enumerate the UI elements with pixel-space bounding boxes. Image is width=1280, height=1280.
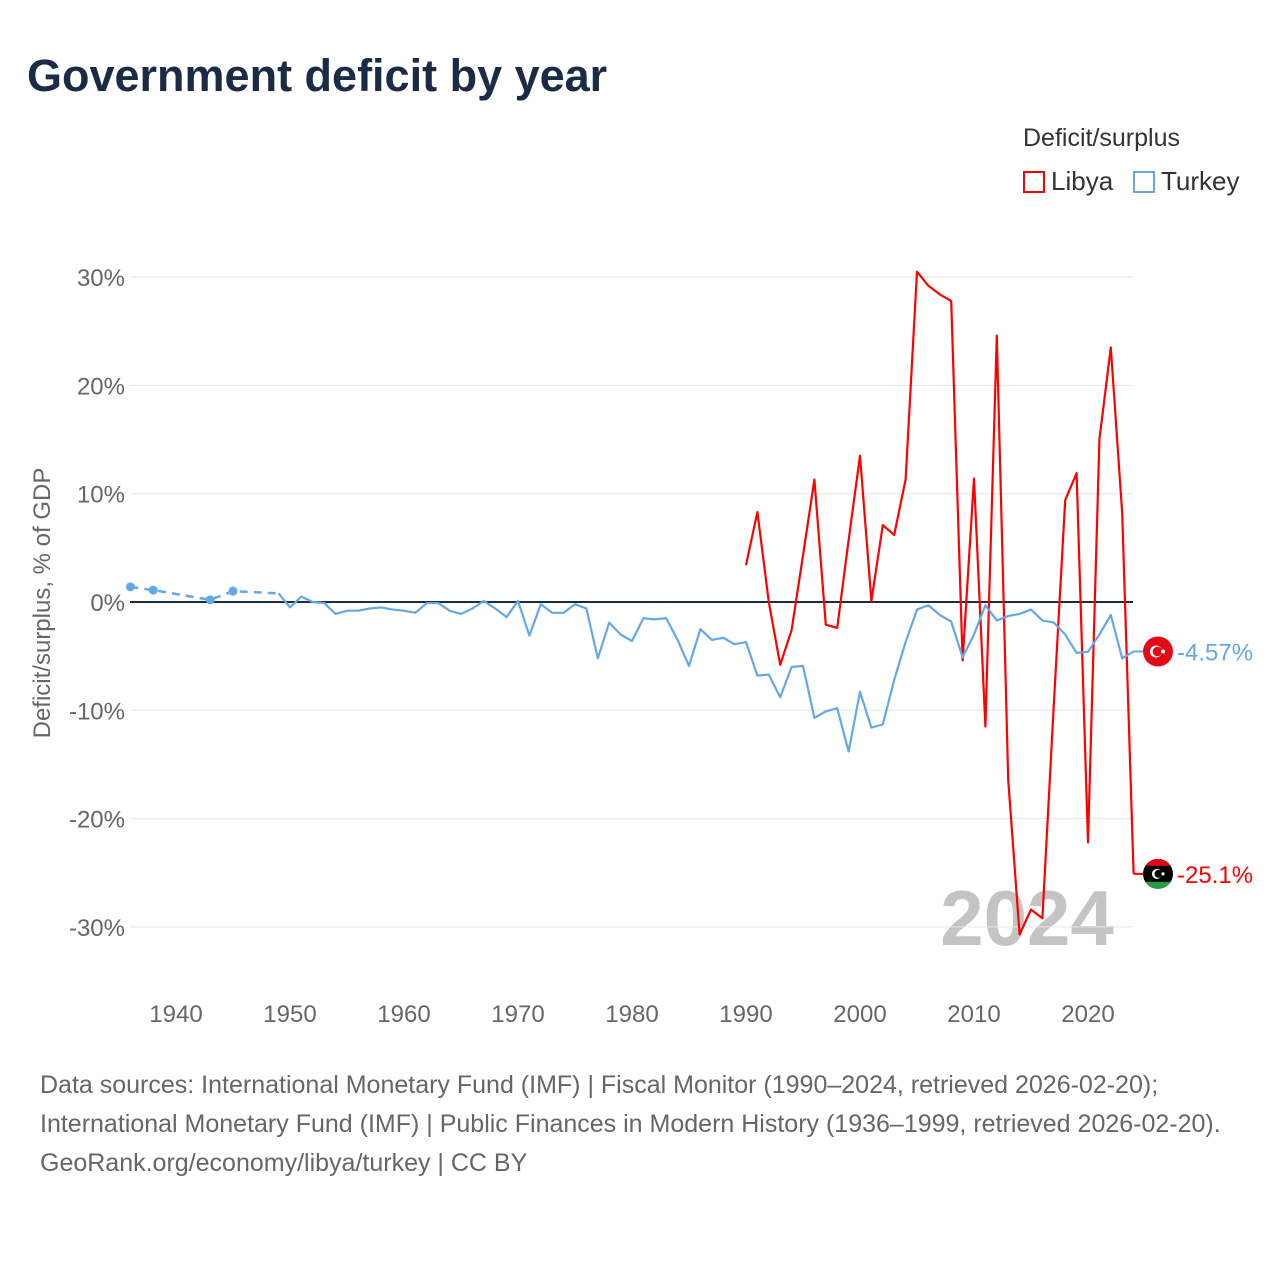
legend-title: Deficit/surplus (1023, 124, 1180, 152)
legend-label: Turkey (1161, 166, 1240, 196)
x-tick-label: 1970 (491, 1001, 544, 1028)
y-axis-label: Deficit/surplus, % of GDP (29, 468, 56, 739)
y-tick-label: 10% (77, 482, 125, 509)
y-tick-label: 30% (77, 265, 125, 292)
data-point-turkey (148, 585, 158, 595)
y-tick-label: -20% (69, 807, 125, 834)
flag-crescent-cut (1152, 646, 1163, 657)
end-value-label-turkey: -4.57% (1177, 639, 1253, 666)
x-tick-label: 1950 (263, 1001, 316, 1028)
flag-star (1161, 872, 1165, 876)
legend-swatch-turkey (1133, 170, 1155, 193)
data-point-turkey (205, 595, 215, 605)
flag-crescent-cut (1154, 869, 1163, 878)
x-tick-label: 1940 (149, 1001, 202, 1028)
data-point-turkey (228, 586, 238, 596)
legend-item-libya[interactable]: Libya (1023, 166, 1113, 197)
data-point-turkey (125, 582, 135, 592)
footer: Data sources: International Monetary Fun… (40, 1066, 1240, 1183)
y-tick-label: 20% (77, 373, 125, 400)
flag-stripe-red (1143, 858, 1173, 866)
x-tick-label: 2010 (947, 1001, 1000, 1028)
x-tick-label: 1990 (719, 1001, 772, 1028)
credit-link[interactable]: GeoRank.org/economy/libya/turkey | CC BY (40, 1149, 528, 1177)
series-line-dashed-turkey (130, 585, 279, 602)
data-sources: Data sources: International Monetary Fun… (40, 1071, 1221, 1138)
legend-swatch-libya (1023, 170, 1045, 193)
y-tick-label: 0% (90, 590, 125, 617)
chart-title: Government deficit by year (27, 50, 608, 101)
legend-item-turkey[interactable]: Turkey (1133, 166, 1240, 197)
x-tick-label: 2000 (833, 1001, 886, 1028)
series-line-libya (744, 270, 1135, 936)
x-tick-label: 2020 (1061, 1001, 1114, 1028)
flag-star (1161, 649, 1165, 654)
y-tick-label: -10% (69, 698, 125, 725)
legend-label: Libya (1051, 166, 1114, 196)
y-tick-label: -30% (69, 915, 125, 942)
x-tick-label: 1980 (605, 1001, 658, 1028)
end-value-label-libya: -25.1% (1177, 862, 1253, 889)
flag-stripe-green (1143, 881, 1173, 889)
x-tick-label: 1960 (377, 1001, 430, 1028)
series-line-turkey (277, 592, 1135, 753)
